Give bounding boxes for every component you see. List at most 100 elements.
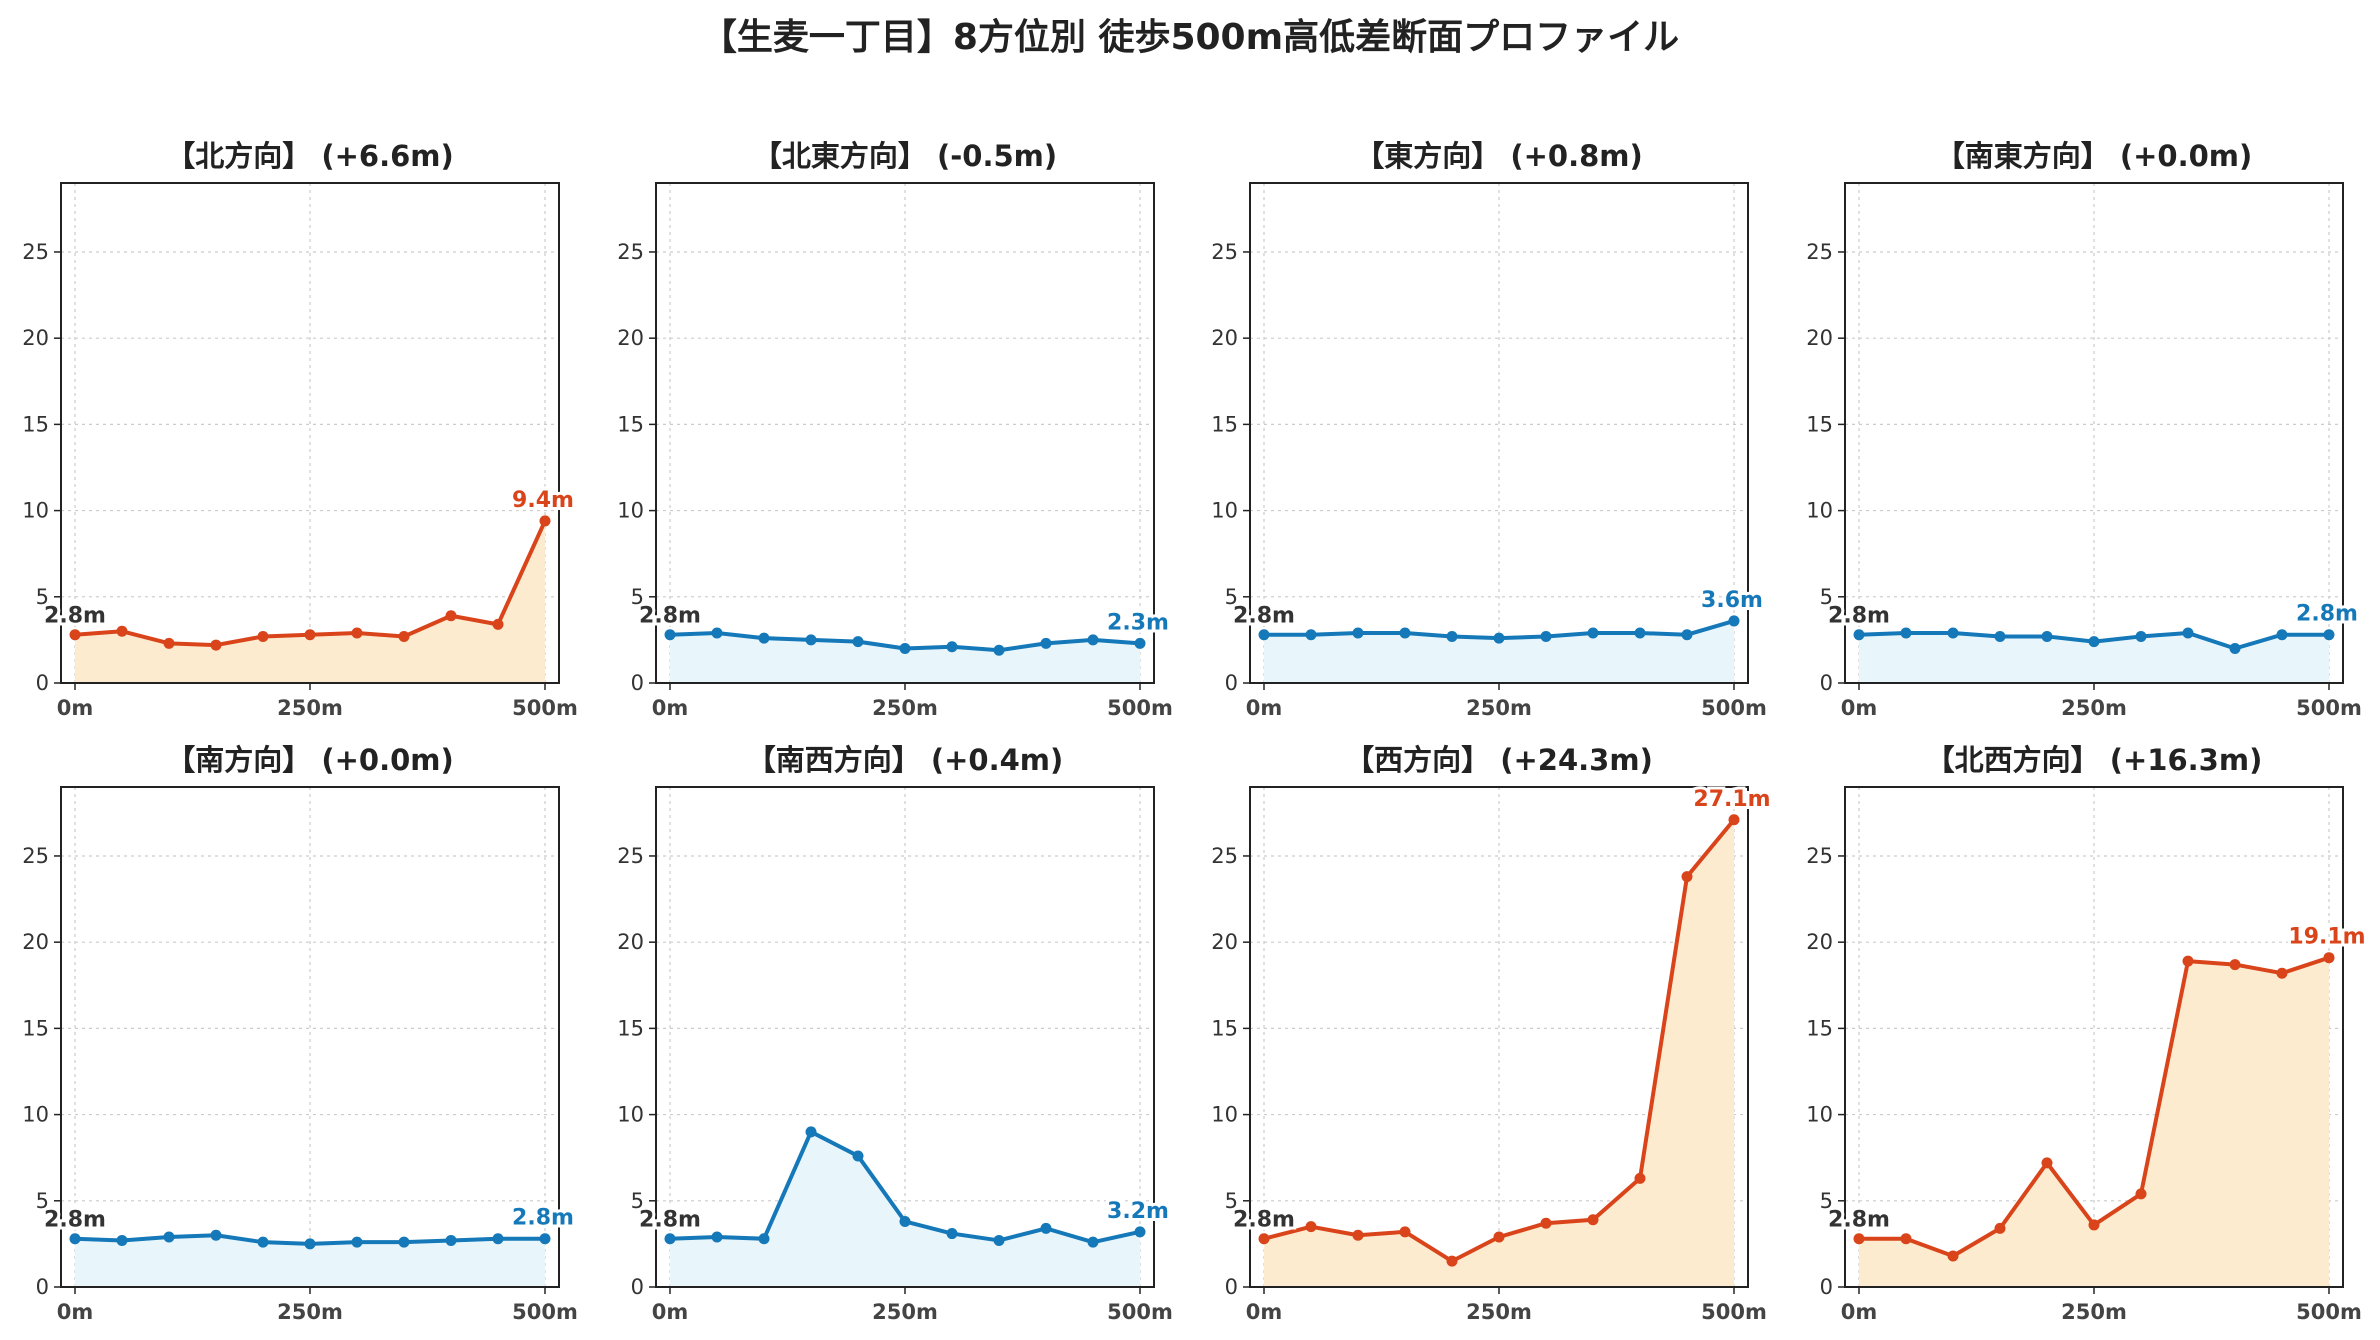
data-point bbox=[993, 644, 1005, 656]
data-point bbox=[351, 1236, 363, 1248]
end-value-label: 3.2m bbox=[1107, 1199, 1169, 1224]
data-point bbox=[758, 632, 770, 644]
y-tick-label: 10 bbox=[1211, 1103, 1238, 1127]
data-point bbox=[2323, 629, 2335, 641]
data-point bbox=[1493, 632, 1505, 644]
data-point bbox=[163, 1231, 175, 1243]
y-tick-label: 10 bbox=[22, 499, 49, 523]
data-point bbox=[257, 1236, 269, 1248]
data-point bbox=[445, 1234, 457, 1246]
y-tick-label: 0 bbox=[1820, 1275, 1833, 1299]
data-point bbox=[1446, 630, 1458, 642]
y-tick-label: 20 bbox=[22, 326, 49, 350]
data-point bbox=[1947, 1250, 1959, 1262]
area-fill bbox=[670, 1131, 1140, 1287]
area-fill bbox=[75, 520, 545, 683]
panel-title: 【北方向】 (+6.6m) bbox=[166, 139, 454, 173]
data-point bbox=[1493, 1231, 1505, 1243]
data-point bbox=[1087, 634, 1099, 646]
x-tick-label: 500m bbox=[1107, 1300, 1173, 1324]
x-tick-label: 250m bbox=[2061, 696, 2127, 720]
data-point bbox=[2182, 627, 2194, 639]
data-point bbox=[1446, 1255, 1458, 1267]
start-value-label: 2.8m bbox=[639, 604, 701, 629]
x-tick-label: 500m bbox=[1701, 696, 1767, 720]
data-point bbox=[69, 1233, 81, 1245]
start-value-label: 2.8m bbox=[1828, 604, 1890, 629]
panel-title: 【北東方向】 (-0.5m) bbox=[753, 139, 1057, 173]
end-value-label: 2.8m bbox=[512, 1206, 574, 1231]
y-tick-label: 5 bbox=[631, 1189, 644, 1213]
y-tick-label: 0 bbox=[36, 1275, 49, 1299]
y-tick-label: 15 bbox=[1211, 1016, 1238, 1040]
data-point bbox=[1728, 814, 1740, 826]
y-tick-label: 20 bbox=[617, 326, 644, 350]
y-tick-label: 10 bbox=[1806, 499, 1833, 523]
data-point bbox=[2088, 1219, 2100, 1231]
y-tick-label: 10 bbox=[22, 1103, 49, 1127]
data-point bbox=[2135, 1188, 2147, 1200]
axes-frame bbox=[1249, 182, 1749, 684]
x-tick-label: 0m bbox=[1841, 1300, 1878, 1324]
x-tick-label: 250m bbox=[2061, 1300, 2127, 1324]
data-point bbox=[2041, 1157, 2053, 1169]
data-point bbox=[852, 636, 864, 648]
data-point bbox=[445, 610, 457, 622]
area-fill bbox=[1264, 819, 1734, 1287]
y-tick-label: 25 bbox=[617, 844, 644, 868]
start-value-label: 2.8m bbox=[1233, 1208, 1295, 1233]
data-point bbox=[852, 1150, 864, 1162]
y-tick-label: 5 bbox=[1225, 1189, 1238, 1213]
data-point bbox=[1994, 1222, 2006, 1234]
data-point bbox=[1728, 615, 1740, 627]
page-title: 【生麦一丁目】8方位別 徒歩500m高低差断面プロファイル bbox=[700, 17, 1680, 58]
y-tick-label: 15 bbox=[617, 1016, 644, 1040]
data-point bbox=[116, 625, 128, 637]
data-point bbox=[1540, 1217, 1552, 1229]
y-tick-label: 25 bbox=[1211, 844, 1238, 868]
end-value-label: 19.1m bbox=[2288, 925, 2365, 950]
x-tick-label: 250m bbox=[277, 1300, 343, 1324]
y-tick-label: 10 bbox=[1806, 1103, 1833, 1127]
data-point bbox=[1352, 1229, 1364, 1241]
end-value-label: 2.8m bbox=[2296, 602, 2358, 627]
data-point bbox=[2041, 630, 2053, 642]
data-point bbox=[1853, 1233, 1865, 1245]
panel-title: 【東方向】 (+0.8m) bbox=[1355, 139, 1643, 173]
y-tick-label: 5 bbox=[1820, 585, 1833, 609]
axes-frame bbox=[60, 786, 560, 1288]
y-tick-label: 0 bbox=[1225, 671, 1238, 695]
data-point bbox=[1040, 1222, 1052, 1234]
data-point bbox=[304, 1238, 316, 1250]
axes-frame bbox=[655, 786, 1155, 1288]
y-tick-label: 15 bbox=[1806, 1016, 1833, 1040]
panel-title: 【北西方向】 (+16.3m) bbox=[1926, 743, 2263, 777]
y-tick-label: 25 bbox=[22, 240, 49, 264]
x-tick-label: 0m bbox=[1246, 696, 1283, 720]
data-point bbox=[539, 515, 551, 527]
panel-title: 【西方向】 (+24.3m) bbox=[1345, 743, 1653, 777]
data-point bbox=[805, 1126, 817, 1138]
x-tick-label: 0m bbox=[1841, 696, 1878, 720]
x-tick-label: 500m bbox=[1107, 696, 1173, 720]
data-point bbox=[492, 618, 504, 630]
start-value-label: 2.8m bbox=[44, 1208, 106, 1233]
y-tick-label: 15 bbox=[22, 1016, 49, 1040]
data-point bbox=[304, 629, 316, 641]
data-point bbox=[1681, 629, 1693, 641]
x-tick-label: 500m bbox=[2296, 696, 2362, 720]
data-point bbox=[2229, 959, 2241, 971]
data-point bbox=[1587, 1214, 1599, 1226]
data-point bbox=[257, 630, 269, 642]
x-tick-label: 0m bbox=[652, 1300, 689, 1324]
y-tick-label: 25 bbox=[1211, 240, 1238, 264]
x-tick-label: 500m bbox=[512, 696, 578, 720]
y-tick-label: 25 bbox=[617, 240, 644, 264]
data-point bbox=[210, 1229, 222, 1241]
